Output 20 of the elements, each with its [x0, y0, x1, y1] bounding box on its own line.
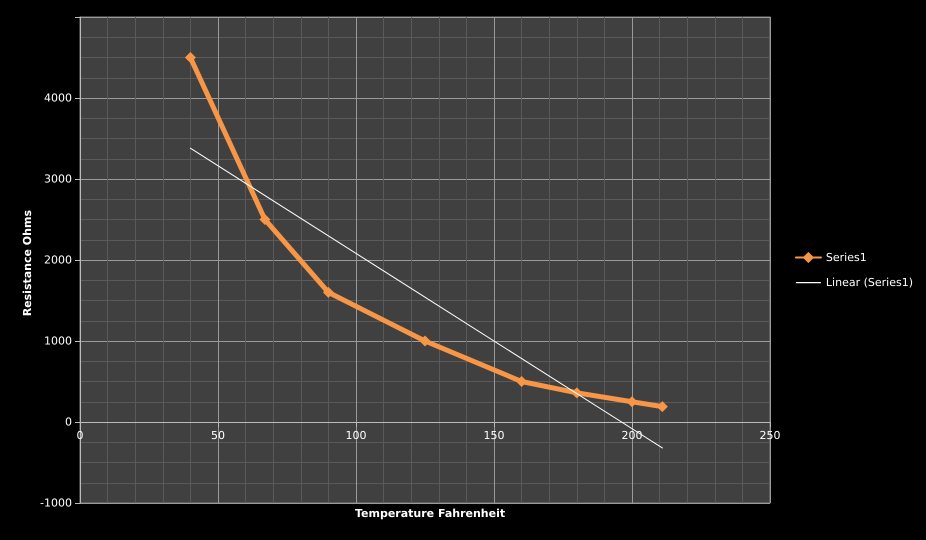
y-tick-label: 0: [65, 416, 72, 428]
x-tick-label: 250: [760, 429, 780, 442]
point: [184, 52, 196, 63]
y-tick-label: -1000: [40, 496, 72, 510]
legend-label: Series1: [826, 251, 867, 264]
y-tick-label: 4000: [44, 92, 72, 104]
point: [420, 336, 430, 346]
x-tick-label: 150: [484, 429, 504, 442]
x-tick-label: 50: [211, 429, 225, 442]
legend-label: Linear (Series1): [826, 276, 913, 290]
y-axis-title: Resistance Ohms: [21, 210, 34, 316]
point: [626, 396, 638, 408]
x-tick-label: 100: [346, 429, 366, 442]
x-axis-title: Temperature Fahrenheit: [355, 507, 506, 520]
y-tick-label: 3000: [44, 172, 72, 186]
point: [259, 214, 270, 225]
x-tick-label: 200: [622, 429, 642, 442]
y-tick-label: 2000: [44, 254, 72, 266]
point: [322, 286, 334, 298]
y-tick-label: 1000: [44, 334, 72, 348]
